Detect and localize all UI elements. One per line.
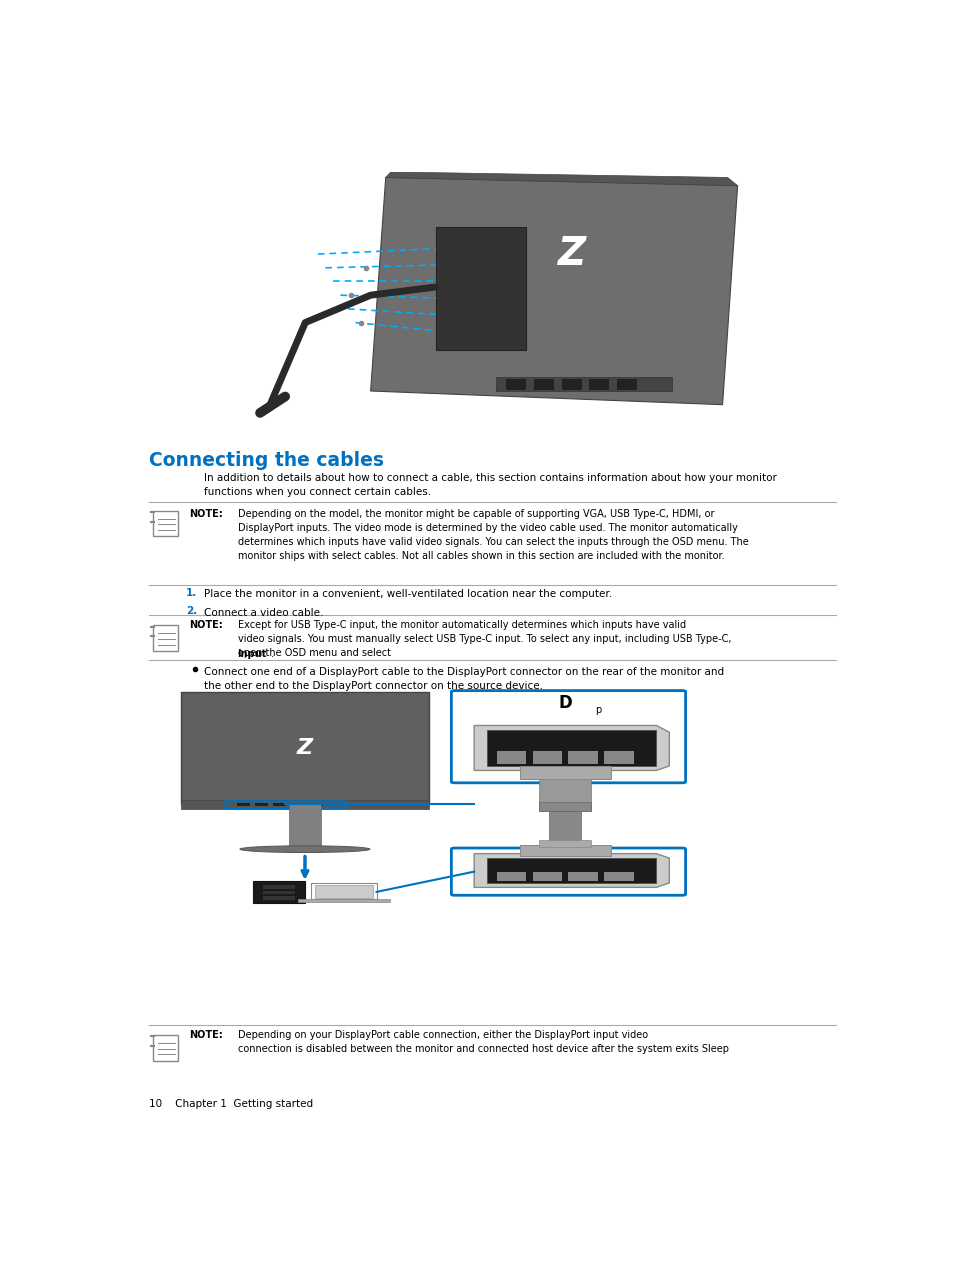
Text: Depending on your DisplayPort cable connection, either the DisplayPort input vid: Depending on your DisplayPort cable conn… bbox=[237, 1030, 728, 1054]
Text: 10    Chapter 1  Getting started: 10 Chapter 1 Getting started bbox=[149, 1099, 313, 1109]
Text: NOTE:: NOTE: bbox=[190, 509, 223, 519]
Text: NOTE:: NOTE: bbox=[190, 620, 223, 630]
Text: NOTE:: NOTE: bbox=[190, 1030, 223, 1040]
Text: Except for USB Type-C input, the monitor automatically determines which inputs h: Except for USB Type-C input, the monitor… bbox=[237, 620, 730, 658]
Text: Connect one end of a DisplayPort cable to the DisplayPort connector on the rear : Connect one end of a DisplayPort cable t… bbox=[204, 667, 723, 691]
Text: Input: Input bbox=[237, 649, 267, 659]
Text: In addition to details about how to connect a cable, this section contains infor: In addition to details about how to conn… bbox=[204, 474, 777, 497]
Text: .: . bbox=[271, 649, 274, 659]
Text: 2.: 2. bbox=[186, 606, 197, 616]
Text: Connect a video cable.: Connect a video cable. bbox=[204, 608, 323, 618]
Text: Place the monitor in a convenient, well-ventilated location near the computer.: Place the monitor in a convenient, well-… bbox=[204, 588, 612, 598]
Text: 1.: 1. bbox=[186, 588, 197, 598]
Text: Connecting the cables: Connecting the cables bbox=[149, 451, 383, 470]
Text: Depending on the model, the monitor might be capable of supporting VGA, USB Type: Depending on the model, the monitor migh… bbox=[237, 509, 747, 561]
